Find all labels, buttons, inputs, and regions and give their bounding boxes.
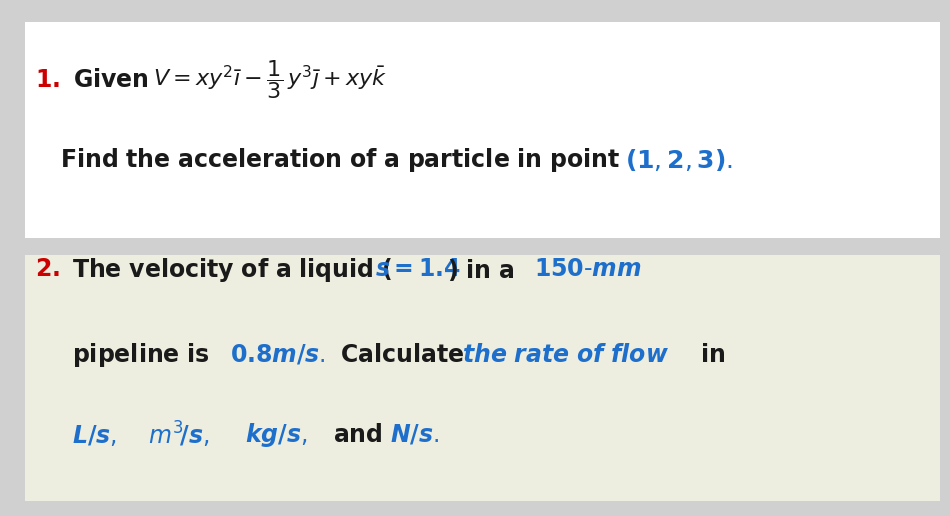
Bar	[25, 255, 940, 501]
Text: $\mathbf{Calculate}$: $\mathbf{Calculate}$	[340, 344, 465, 366]
Text: $\boldsymbol{150\text{-}mm}$: $\boldsymbol{150\text{-}mm}$	[534, 259, 641, 282]
Text: $\boldsymbol{N/s.}$: $\boldsymbol{N/s.}$	[390, 423, 439, 447]
Text: $\mathbf{)\ in\ a}$: $\mathbf{)\ in\ a}$	[447, 257, 514, 283]
Text: $\mathbf{pipeline\ is}$: $\mathbf{pipeline\ is}$	[72, 341, 210, 369]
Text: $\boldsymbol{the\ rate\ of\ flow}$: $\boldsymbol{the\ rate\ of\ flow}$	[462, 344, 669, 366]
Text: $\mathbf{Given}$: $\mathbf{Given}$	[73, 69, 149, 91]
Text: $\mathbf{in}$: $\mathbf{in}$	[700, 344, 725, 366]
Text: $\mathbf{and}$: $\mathbf{and}$	[333, 424, 383, 446]
Text: $\boldsymbol{L/s,}$: $\boldsymbol{L/s,}$	[72, 423, 117, 447]
Text: $\boldsymbol{m^3\!/s,}$: $\boldsymbol{m^3\!/s,}$	[148, 420, 209, 450]
Text: $\mathbf{The\ velocity\ of\ a\ liquid\ (}$: $\mathbf{The\ velocity\ of\ a\ liquid\ (…	[72, 256, 392, 284]
Text: $\boldsymbol{s = 1.4}$: $\boldsymbol{s = 1.4}$	[375, 259, 461, 282]
Text: $\boldsymbol{(1,2,3).}$: $\boldsymbol{(1,2,3).}$	[625, 147, 732, 173]
Text: $\mathbf{Find\ the\ acceleration\ of\ a\ particle\ in\ point}$: $\mathbf{Find\ the\ acceleration\ of\ a\…	[60, 146, 620, 174]
Text: $V = xy^{2}\bar{\imath} - \dfrac{1}{3}\,y^{3}\bar{\jmath} + xy\bar{k}$: $V = xy^{2}\bar{\imath} - \dfrac{1}{3}\,…	[153, 58, 388, 102]
Text: $\mathbf{2.}$: $\mathbf{2.}$	[35, 259, 60, 282]
Bar	[25, 22, 940, 238]
Text: $\boldsymbol{kg/s,}$: $\boldsymbol{kg/s,}$	[245, 421, 308, 449]
Text: $\mathbf{1.}$: $\mathbf{1.}$	[35, 69, 60, 91]
Text: $\boldsymbol{0.8m/s.}$: $\boldsymbol{0.8m/s.}$	[230, 343, 326, 367]
